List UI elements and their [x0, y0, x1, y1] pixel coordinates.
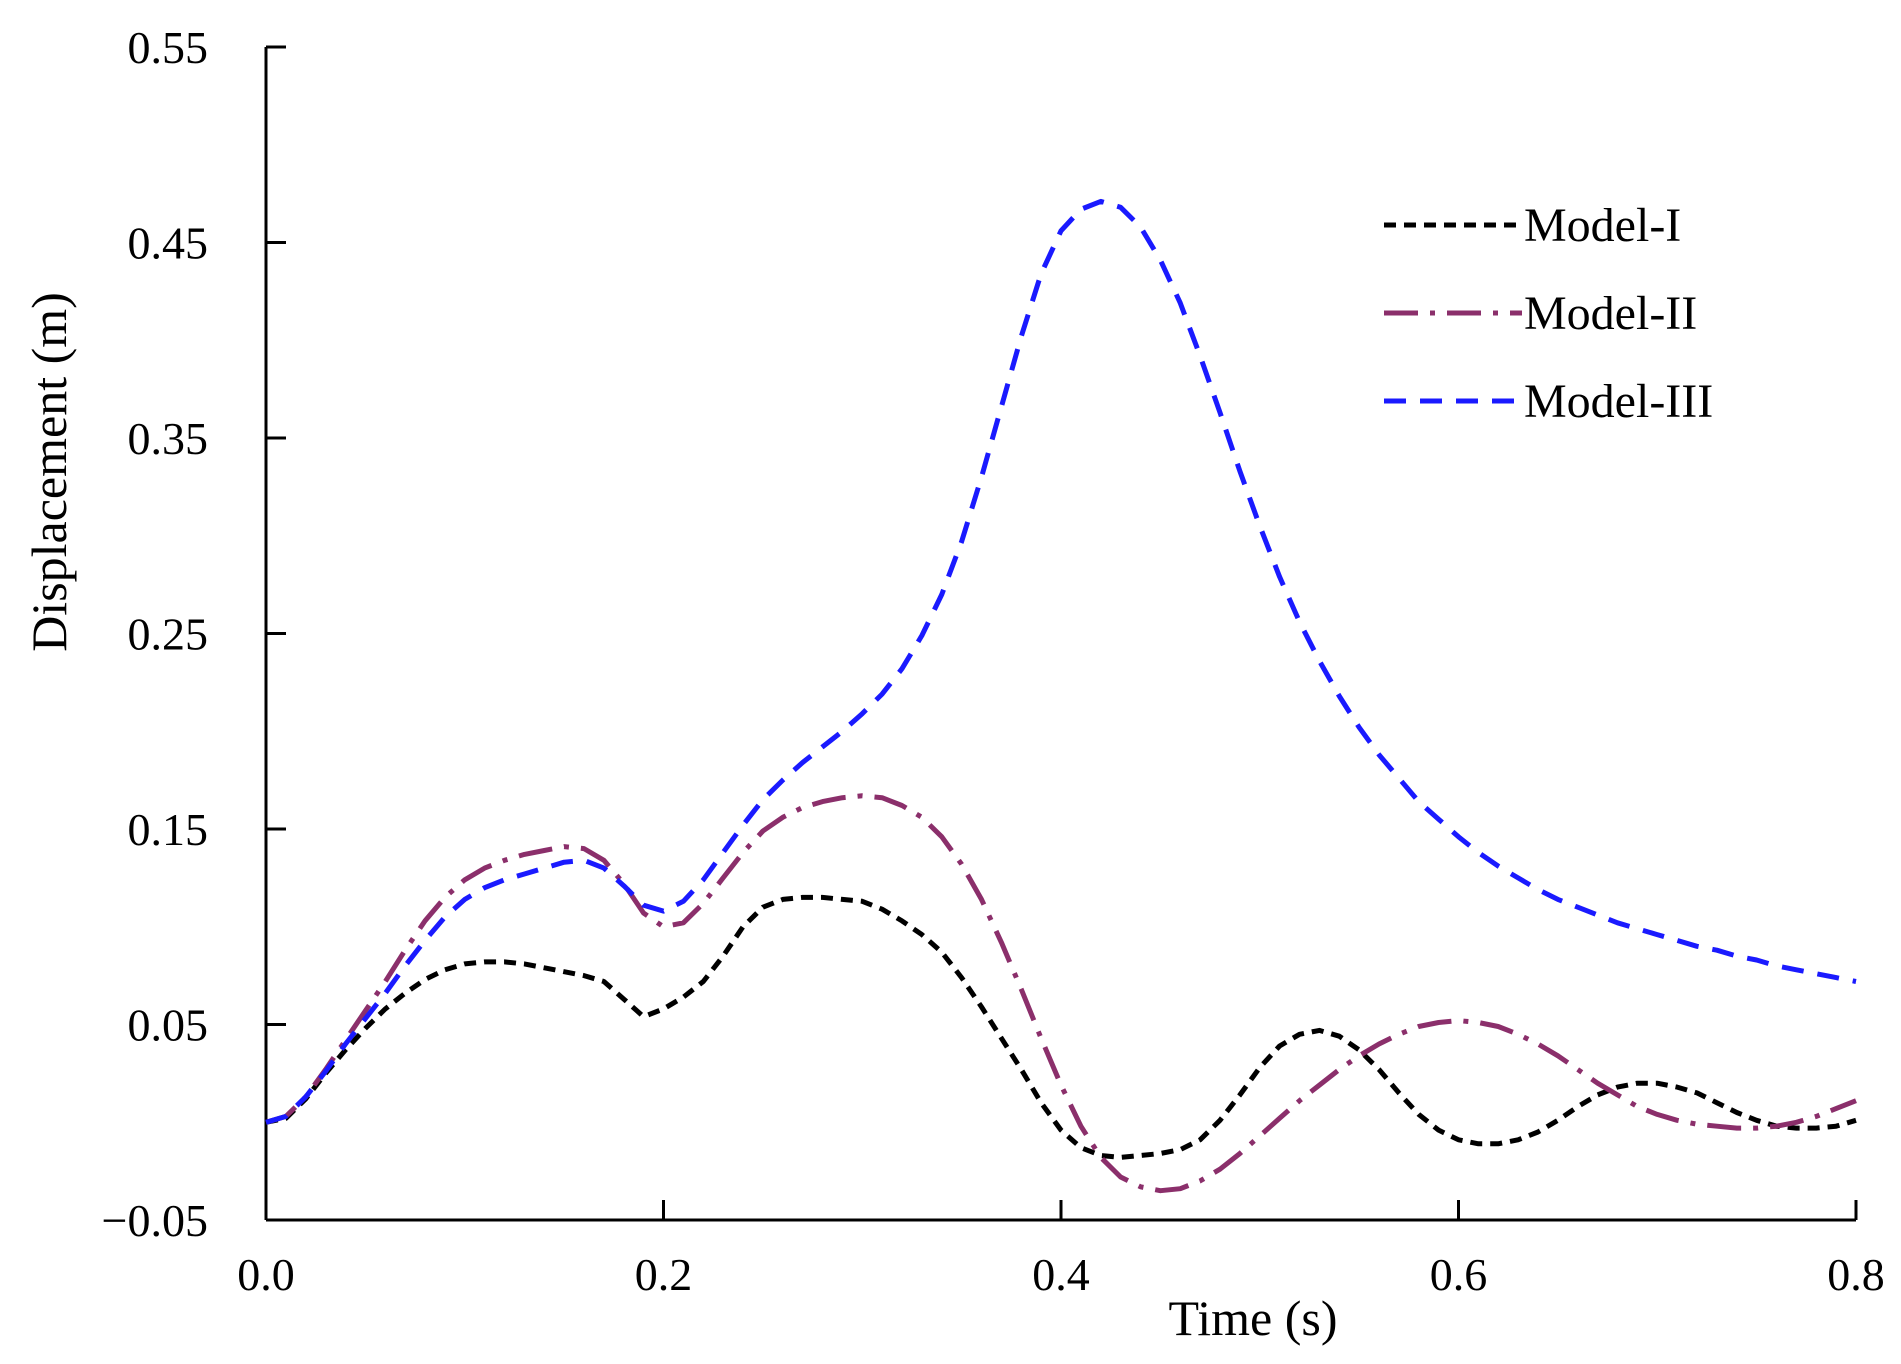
- legend-label: Model-I: [1524, 199, 1681, 252]
- series-lines: [265, 198, 1857, 1194]
- y-axis-title: Displacement (m): [21, 292, 77, 652]
- legend-label: Model-III: [1524, 375, 1713, 428]
- x-tick-label: 0.0: [237, 1249, 295, 1300]
- legend-entry-2: Model-II: [1384, 287, 1697, 340]
- tick-marks: −0.05 0.05 0.15 0.25 0.35 0.45 0.55 0.0 0.2 0.4 0.…: [102, 22, 1885, 1300]
- x-tick-label: 0.2: [635, 1249, 693, 1300]
- legend-label: Model-II: [1524, 287, 1697, 340]
- y-tick-label: −0.05: [102, 1195, 208, 1246]
- y-tick-label: 0.05: [128, 1000, 209, 1051]
- legend: Model-I Model-II Model-III: [1384, 199, 1713, 428]
- x-tick-label: 0.6: [1430, 1249, 1488, 1300]
- legend-entry-3: Model-III: [1384, 375, 1713, 428]
- x-axis-title: Time (s): [1168, 1290, 1337, 1346]
- y-tick-label: 0.45: [128, 218, 209, 269]
- series-line-2: [265, 793, 1857, 1194]
- legend-entry-1: Model-I: [1384, 199, 1681, 252]
- y-tick-label: 0.55: [128, 22, 209, 73]
- x-tick-label: 0.8: [1827, 1249, 1885, 1300]
- y-tick-label: 0.35: [128, 413, 209, 464]
- x-tick-label: 0.4: [1032, 1249, 1090, 1300]
- y-tick-label: 0.15: [128, 804, 209, 855]
- series-line-3: [265, 198, 1857, 1125]
- y-tick-label: 0.25: [128, 609, 209, 660]
- series-line-1: [265, 894, 1857, 1160]
